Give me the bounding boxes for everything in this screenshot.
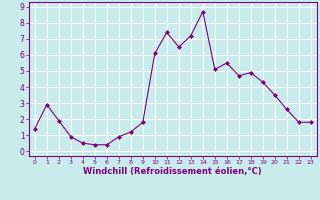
- X-axis label: Windchill (Refroidissement éolien,°C): Windchill (Refroidissement éolien,°C): [84, 167, 262, 176]
